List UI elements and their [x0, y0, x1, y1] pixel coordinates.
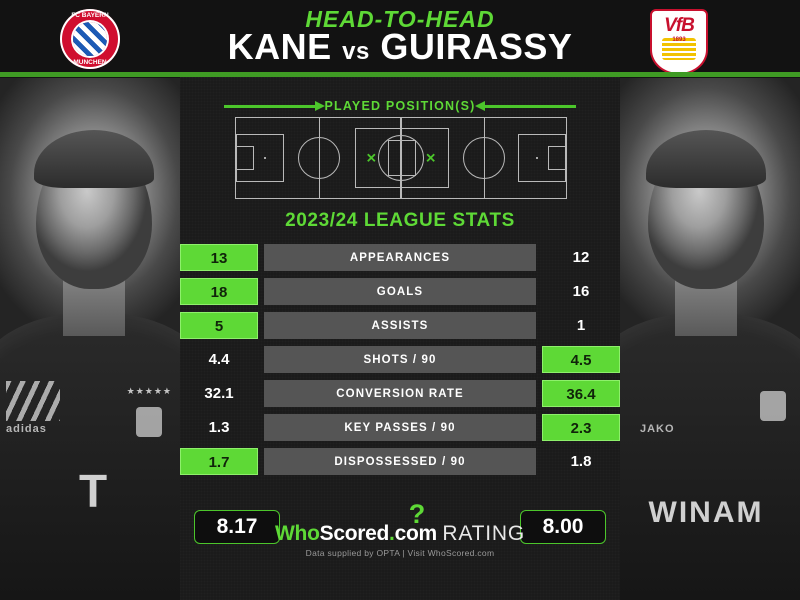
played-position-label: PLAYED POSITION(S) — [324, 99, 476, 113]
stat-label: APPEARANCES — [264, 244, 536, 271]
bayern-badge-icon — [60, 9, 120, 69]
pitch-circle-left — [297, 137, 340, 179]
vfb-horse-icon — [662, 38, 696, 60]
shirt-sponsor-right: WINAM — [648, 495, 764, 529]
vs-separator: vs — [342, 38, 370, 65]
rating-value-left: 8.17 — [194, 510, 280, 544]
stat-value-right: 1 — [576, 317, 586, 334]
stat-row: 5 ASSISTS 1 — [180, 311, 620, 340]
pitch-penalty-spot-right — [536, 157, 538, 159]
brand-scored: Scored — [319, 522, 390, 545]
stat-label: ASSISTS — [264, 312, 536, 339]
stat-value-right: 12 — [572, 249, 590, 266]
stat-label: CONVERSION RATE — [264, 380, 536, 407]
whoscored-question-mark-icon: ? — [408, 499, 426, 529]
kit-brand-left: adidas — [6, 422, 47, 435]
stat-value-right: 1.8 — [570, 453, 592, 470]
bayern-bottom-text: MUNCHEN — [73, 59, 107, 66]
stat-value-left: 5 — [180, 312, 258, 339]
stat-value-left: 18 — [180, 278, 258, 305]
stat-row: 1.3 KEY PASSES / 90 2.3 — [180, 413, 620, 442]
stat-value-right: 4.5 — [542, 346, 620, 373]
player-torso-right — [612, 312, 800, 600]
bayern-badge-text: FC BAYERN MUNCHEN — [60, 9, 120, 69]
stats-panel: PLAYED POSITION(S) ✕ ✕ 2023/24 LEAGUE ST… — [180, 77, 620, 600]
club-crest-left: FC BAYERN MUNCHEN — [60, 9, 120, 69]
championship-stars-icon: ★★★★★ — [126, 385, 172, 396]
pitch-center-zone — [355, 128, 449, 188]
brand-com: com — [394, 522, 438, 545]
rating-value-right: 8.00 — [520, 510, 606, 544]
vfb-letters: VfB — [664, 15, 695, 36]
arrow-right-icon — [224, 100, 326, 111]
pitch-diagram: ✕ ✕ — [235, 117, 567, 199]
pitch-penalty-spot-left — [264, 157, 266, 159]
stat-label: DISPOSSESSED / 90 — [264, 448, 536, 475]
adidas-stripes-icon — [6, 380, 60, 421]
stat-label: SHOTS / 90 — [264, 346, 536, 373]
stat-row: 18 GOALS 16 — [180, 277, 620, 306]
stat-label: KEY PASSES / 90 — [264, 414, 536, 441]
pitch-center-circle — [378, 135, 424, 181]
stat-label: GOALS — [264, 278, 536, 305]
stat-value-left: 13 — [180, 244, 258, 271]
stat-value-right: 36.4 — [542, 380, 620, 407]
kit-badge-left — [136, 406, 162, 437]
vfb-badge-icon: VfB 1893 — [650, 9, 708, 75]
player-photo-right: JAKO WINAM — [612, 78, 800, 600]
player-name-left: KANE — [227, 26, 332, 67]
whoscored-wordmark: WhoScored.com RATING — [275, 522, 525, 545]
kit-brand-right: JAKO — [640, 422, 675, 435]
season-title: 2023/24 LEAGUE STATS — [285, 210, 515, 231]
data-credit: Data supplied by OPTA | Visit WhoScored.… — [305, 548, 495, 558]
stat-row: 4.4 SHOTS / 90 4.5 — [180, 345, 620, 374]
position-marker-right: ✕ — [425, 150, 437, 166]
stats-list: 13 APPEARANCES 12 18 GOALS 16 5 ASSISTS 1 4.4 SHOT… — [180, 243, 620, 481]
club-crest-right: VfB 1893 — [650, 9, 708, 75]
whoscored-brand: ? WhoScored.com RATING — [180, 499, 620, 546]
shirt-sponsor-left: T — [78, 465, 110, 518]
stat-value-right: 2.3 — [542, 414, 620, 441]
position-marker-left: ✕ — [365, 150, 377, 166]
rating-word: RATING — [442, 522, 525, 545]
kit-badge-right — [760, 391, 786, 422]
header-eyebrow: HEAD-TO-HEAD — [305, 6, 495, 32]
player-photo-left: adidas ★★★★★ T — [0, 78, 188, 600]
vfb-year: 1893 — [672, 37, 686, 43]
player-name-right: GUIRASSY — [380, 26, 573, 67]
played-position-header: PLAYED POSITION(S) — [180, 98, 620, 114]
header: HEAD-TO-HEAD KANE vs GUIRASSY FC BAYERN … — [0, 0, 800, 75]
stat-value-left: 1.7 — [180, 448, 258, 475]
pitch-goal-box-right — [548, 146, 566, 170]
stat-value-left: 1.3 — [208, 419, 230, 436]
matchup-title: KANE vs GUIRASSY — [0, 28, 800, 71]
brand-who: Who — [275, 522, 320, 545]
bayern-diamond-pattern — [73, 22, 107, 56]
stat-row: 1.7 DISPOSSESSED / 90 1.8 — [180, 447, 620, 476]
stat-value-right: 16 — [572, 283, 590, 300]
header-divider — [0, 72, 800, 77]
player-torso-left — [0, 312, 188, 600]
arrow-left-icon — [474, 100, 576, 111]
pitch-circle-right — [462, 137, 505, 179]
stat-row: 13 APPEARANCES 12 — [180, 243, 620, 272]
stat-value-left: 32.1 — [204, 385, 234, 402]
brand-dot: . — [389, 522, 395, 545]
rating-footer: 8.17 8.00 ? WhoScored.com RATING Data su… — [180, 499, 620, 558]
bayern-top-text: FC BAYERN — [71, 12, 109, 19]
stat-row: 32.1 CONVERSION RATE 36.4 — [180, 379, 620, 408]
pitch-goal-box-left — [236, 146, 254, 170]
stat-value-left: 4.4 — [208, 351, 230, 368]
